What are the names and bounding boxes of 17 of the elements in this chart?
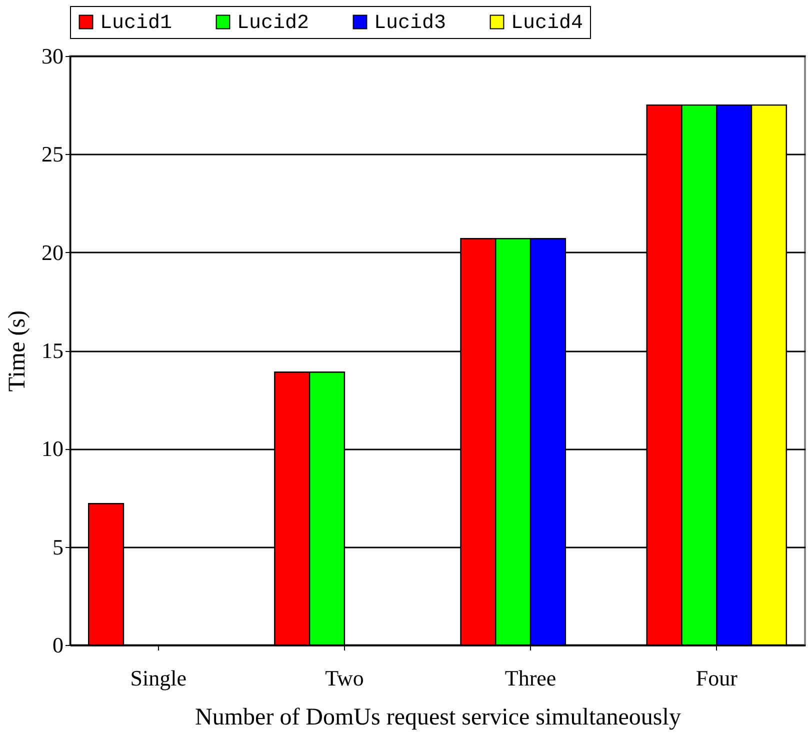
y-axis-title: Time (s) — [4, 310, 30, 392]
legend-label: Lucid3 — [374, 12, 446, 35]
legend-label: Lucid4 — [511, 12, 584, 35]
legend-label: Lucid1 — [100, 12, 172, 35]
y-tick-label: 25 — [42, 142, 64, 167]
x-tick-label: Single — [130, 666, 187, 690]
y-tick-label: 0 — [52, 632, 64, 658]
y-tick-label: 15 — [42, 338, 64, 363]
y-tick-label: 20 — [42, 240, 64, 265]
y-tick-label: 5 — [52, 534, 64, 560]
legend-label: Lucid2 — [237, 12, 310, 35]
x-tick-label: Three — [504, 666, 556, 690]
y-tick-label: 30 — [42, 44, 64, 68]
x-axis-title: Number of DomUs request service simultaneously — [195, 704, 681, 730]
y-tick-label: 10 — [42, 436, 64, 462]
x-tick-label: Four — [696, 666, 738, 690]
x-tick-label: Two — [325, 666, 364, 690]
